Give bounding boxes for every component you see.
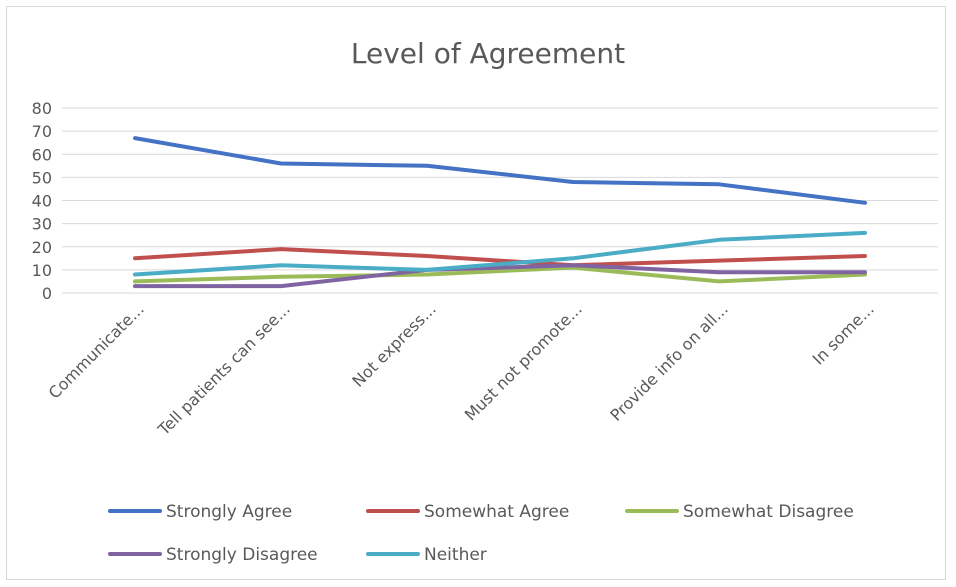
y-tick-label: 50 — [32, 168, 52, 187]
x-axis-ticks: Communicate... Tell patients can see... No… — [45, 299, 878, 439]
legend-item: Neither — [366, 545, 487, 565]
legend-label: Strongly Agree — [166, 502, 292, 522]
y-tick-label: 10 — [32, 261, 52, 280]
legend-label: Neither — [424, 545, 487, 565]
series-line-somewhat-agree — [133, 247, 867, 268]
y-tick-label: 20 — [32, 238, 52, 257]
x-tick-label: Not express... — [348, 299, 439, 390]
y-tick-label: 80 — [32, 99, 52, 118]
x-tick-label: Must not promote... — [461, 299, 586, 424]
x-tick-label: Provide info on all... — [606, 299, 731, 424]
x-tick-label: Communicate... — [45, 299, 148, 402]
series-line-neither — [133, 230, 867, 277]
series-line-somewhat-disagree — [133, 265, 867, 284]
legend: Strongly Agree Somewhat Agree Somewhat Dis… — [108, 502, 854, 565]
y-axis-ticks: 0 10 20 30 40 50 60 70 80 — [32, 99, 52, 303]
series-lines — [133, 136, 867, 289]
y-tick-label: 0 — [42, 284, 52, 303]
y-tick-label: 70 — [32, 122, 52, 141]
legend-item: Strongly Disagree — [108, 545, 318, 565]
chart-title: Level of Agreement — [351, 37, 625, 70]
legend-label: Somewhat Disagree — [683, 502, 854, 522]
legend-item: Somewhat Disagree — [625, 502, 854, 522]
series-line-strongly-agree — [133, 136, 867, 205]
y-tick-label: 40 — [32, 192, 52, 211]
legend-item: Strongly Agree — [108, 502, 292, 522]
legend-label: Strongly Disagree — [166, 545, 318, 565]
x-tick-label: In some... — [809, 299, 878, 368]
y-tick-label: 60 — [32, 145, 52, 164]
y-tick-label: 30 — [32, 215, 52, 234]
x-tick-label: Tell patients can see... — [154, 299, 294, 439]
legend-item: Somewhat Agree — [366, 502, 569, 522]
series-line-strongly-disagree — [133, 263, 867, 289]
legend-label: Somewhat Agree — [424, 502, 569, 522]
